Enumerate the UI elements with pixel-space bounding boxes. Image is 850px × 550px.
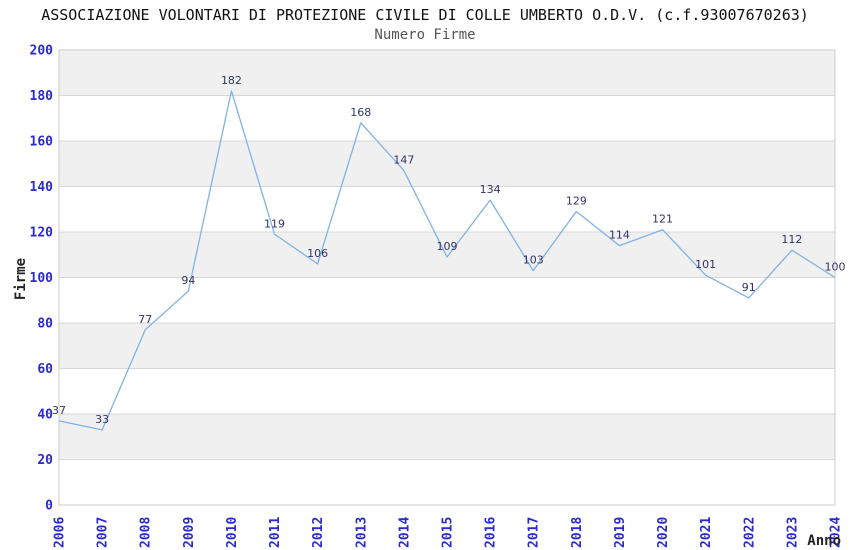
svg-text:2012: 2012 (311, 517, 326, 548)
data-line (58, 90, 836, 431)
svg-text:182: 182 (221, 74, 242, 87)
svg-text:37: 37 (52, 404, 66, 417)
x-axis-label: Anno (807, 533, 841, 549)
svg-text:2017: 2017 (527, 517, 542, 548)
svg-text:180: 180 (30, 89, 54, 104)
svg-text:20: 20 (37, 453, 53, 468)
x-axis-tick-labels: 2006 2007 2008 2009 2010 2011 2012 2013 2014 2015… (53, 517, 844, 548)
y-axis-tick-labels: 0 20 40 60 80 100 120 140 160 180 200 (30, 44, 54, 514)
svg-text:91: 91 (742, 281, 756, 294)
svg-text:2013: 2013 (354, 517, 369, 548)
svg-text:114: 114 (609, 229, 630, 242)
svg-text:121: 121 (652, 213, 673, 226)
svg-text:94: 94 (181, 274, 195, 287)
svg-text:101: 101 (695, 258, 716, 271)
svg-text:2008: 2008 (139, 517, 154, 548)
svg-text:2006: 2006 (53, 517, 68, 548)
svg-text:103: 103 (523, 254, 544, 267)
svg-text:2019: 2019 (613, 517, 628, 548)
svg-text:2016: 2016 (484, 517, 499, 548)
svg-text:2022: 2022 (742, 517, 757, 548)
svg-text:2021: 2021 (699, 517, 714, 548)
svg-text:120: 120 (30, 226, 54, 241)
svg-text:2020: 2020 (656, 517, 671, 548)
svg-text:200: 200 (30, 44, 54, 59)
svg-text:2018: 2018 (570, 517, 585, 548)
svg-text:109: 109 (437, 240, 458, 253)
svg-text:2007: 2007 (96, 517, 111, 548)
svg-text:0: 0 (45, 499, 53, 514)
svg-text:Anno: Anno (807, 533, 841, 549)
svg-text:134: 134 (480, 183, 501, 196)
chart-title: ASSOCIAZIONE VOLONTARI DI PROTEZIONE CIV… (41, 6, 809, 24)
svg-text:2010: 2010 (225, 517, 240, 548)
svg-text:80: 80 (37, 317, 53, 332)
chart-subtitle: Numero Firme (374, 27, 476, 43)
svg-text:147: 147 (393, 154, 414, 167)
svg-text:129: 129 (566, 195, 587, 208)
background-bands (59, 50, 835, 460)
svg-text:Firme: Firme (13, 258, 29, 300)
svg-text:2015: 2015 (441, 517, 456, 548)
svg-text:2024: 2024 (829, 517, 844, 548)
svg-text:160: 160 (30, 135, 54, 150)
svg-text:33: 33 (95, 413, 109, 426)
svg-text:112: 112 (781, 233, 802, 246)
svg-text:100: 100 (30, 271, 54, 286)
svg-text:2011: 2011 (268, 517, 283, 548)
svg-text:140: 140 (30, 180, 54, 195)
svg-text:40: 40 (37, 408, 53, 423)
y-axis-label: Firme (13, 258, 29, 300)
svg-text:2014: 2014 (397, 517, 412, 548)
data-point-labels: 37 33 77 94 182 119 106 168 147 109 134 103 129 114 12… (52, 74, 846, 426)
svg-text:77: 77 (138, 313, 152, 326)
svg-text:2023: 2023 (785, 517, 800, 548)
svg-text:60: 60 (37, 362, 53, 377)
svg-text:100: 100 (825, 261, 846, 274)
svg-text:106: 106 (307, 247, 328, 260)
svg-text:168: 168 (350, 106, 371, 119)
svg-text:119: 119 (264, 217, 285, 230)
svg-text:2009: 2009 (182, 517, 197, 548)
